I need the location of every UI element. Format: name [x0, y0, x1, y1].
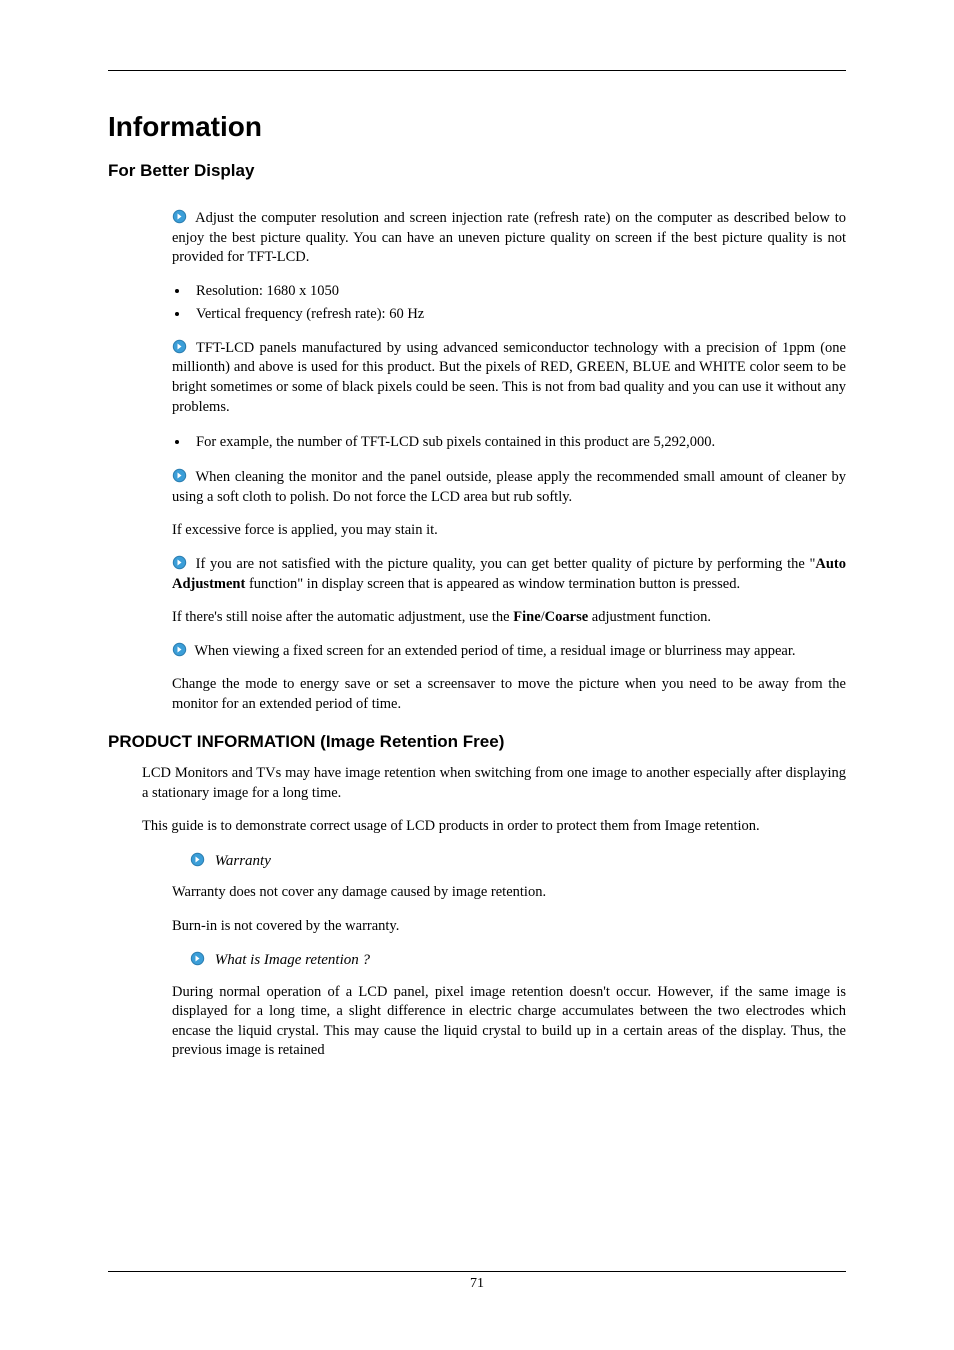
bullet-list: For example, the number of TFT-LCD sub p…	[172, 431, 846, 454]
paragraph: Adjust the computer resolution and scree…	[172, 209, 846, 268]
paragraph: TFT-LCD panels manufactured by using adv…	[172, 339, 846, 417]
section-body-product-info-inner: Warranty Warranty does not cover any dam…	[172, 851, 846, 1061]
paragraph-text: adjustment function.	[588, 609, 711, 625]
section-body-display: Adjust the computer resolution and scree…	[172, 209, 846, 714]
paragraph: Burn-in is not covered by the warranty.	[172, 917, 846, 937]
page-heading: Information	[108, 111, 846, 143]
paragraph: This guide is to demonstrate correct usa…	[142, 817, 846, 837]
section-heading-display: For Better Display	[108, 161, 846, 181]
arrow-bullet-icon	[190, 852, 205, 867]
paragraph-text: function" in display screen that is appe…	[245, 576, 740, 592]
page-container: Information For Better Display Adjust th…	[0, 0, 954, 1350]
footer: 71	[108, 1271, 846, 1292]
arrow-bullet-icon	[172, 468, 185, 481]
top-rule	[108, 70, 846, 71]
paragraph-text: When cleaning the monitor and the panel …	[172, 469, 846, 505]
paragraph-text: If there's still noise after the automat…	[172, 609, 513, 625]
sub-heading-text: What is Image retention ?	[215, 952, 370, 968]
arrow-bullet-icon	[172, 555, 185, 568]
bullet-list: Resolution: 1680 x 1050 Vertical frequen…	[172, 282, 846, 325]
arrow-bullet-icon	[172, 339, 185, 352]
paragraph: When cleaning the monitor and the panel …	[172, 468, 846, 507]
sub-heading-warranty: Warranty	[190, 851, 846, 871]
bold-text: Coarse	[545, 609, 589, 625]
list-item: Vertical frequency (refresh rate): 60 Hz	[190, 305, 846, 325]
arrow-bullet-icon	[190, 951, 205, 966]
paragraph-text: When viewing a fixed screen for an exten…	[194, 643, 795, 659]
sub-heading-image-retention: What is Image retention ?	[190, 950, 846, 970]
paragraph-text: Adjust the computer resolution and scree…	[172, 210, 846, 265]
paragraph: During normal operation of a LCD panel, …	[172, 983, 846, 1061]
paragraph: When viewing a fixed screen for an exten…	[172, 642, 846, 662]
list-item: For example, the number of TFT-LCD sub p…	[190, 431, 846, 454]
paragraph-text: If you are not satisfied with the pictur…	[196, 556, 816, 572]
arrow-bullet-icon	[172, 209, 185, 222]
bold-text: Fine	[513, 609, 540, 625]
paragraph: If you are not satisfied with the pictur…	[172, 555, 846, 594]
paragraph: Warranty does not cover any damage cause…	[172, 883, 846, 903]
page-number: 71	[108, 1276, 846, 1292]
bottom-rule	[108, 1271, 846, 1272]
paragraph: If there's still noise after the automat…	[172, 608, 846, 628]
arrow-bullet-icon	[172, 642, 185, 655]
sub-heading-text: Warranty	[215, 853, 271, 869]
paragraph-text: TFT-LCD panels manufactured by using adv…	[172, 340, 846, 415]
paragraph: If excessive force is applied, you may s…	[172, 521, 846, 541]
section-heading-product-info: PRODUCT INFORMATION (Image Retention Fre…	[108, 732, 846, 752]
section-body-product-info: LCD Monitors and TVs may have image rete…	[142, 764, 846, 837]
paragraph: LCD Monitors and TVs may have image rete…	[142, 764, 846, 803]
list-item: Resolution: 1680 x 1050	[190, 282, 846, 302]
paragraph: Change the mode to energy save or set a …	[172, 675, 846, 714]
